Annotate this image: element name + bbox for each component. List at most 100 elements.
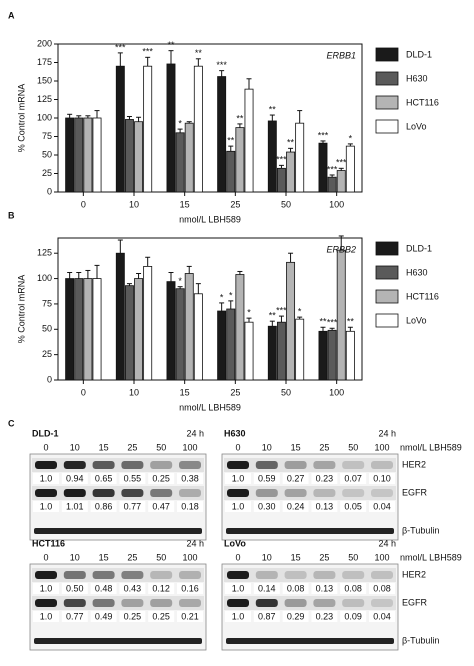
- band-value: 0.87: [258, 611, 276, 621]
- dose: 50: [348, 552, 358, 562]
- bar: [166, 63, 176, 193]
- legend-label: H630: [406, 267, 428, 277]
- band-value: 0.21: [181, 611, 199, 621]
- error-bar: [347, 326, 353, 332]
- y-tick-label: 75: [42, 131, 52, 141]
- band-value: 0.05: [344, 501, 362, 511]
- blot-band: [121, 461, 144, 469]
- blot-band: [179, 489, 201, 497]
- error-bar: [269, 320, 275, 327]
- significance: **: [347, 317, 355, 327]
- bar: [193, 65, 203, 193]
- blot-band: [63, 461, 86, 469]
- error-bar: [237, 123, 243, 128]
- significance: **: [195, 48, 203, 58]
- blot-band: [150, 599, 173, 607]
- blot-band: [313, 489, 336, 497]
- loading-label: β-Tubulin: [402, 525, 439, 535]
- legend-label: H630: [406, 73, 428, 83]
- bar: [295, 318, 305, 381]
- x-tick-label: 10: [129, 199, 139, 209]
- band-value: 0.08: [344, 583, 362, 593]
- legend-label: LoVo: [406, 315, 427, 325]
- bar: [175, 288, 185, 381]
- error-bar: [338, 167, 344, 171]
- bar: [235, 127, 245, 193]
- time-point: 24 h: [186, 538, 204, 548]
- dose: 0: [43, 442, 48, 452]
- significance: ***: [276, 305, 287, 315]
- band-value: 0.16: [181, 583, 199, 593]
- time-point: 24 h: [378, 538, 396, 548]
- significance: ***: [276, 155, 287, 165]
- dose-label: nmol/L LBH589: [400, 552, 462, 562]
- error-bar: [219, 70, 225, 77]
- legend-label: DLD-1: [406, 243, 432, 253]
- band-value: 1.0: [232, 611, 245, 621]
- error-bar: [278, 164, 284, 169]
- bar: [226, 308, 236, 381]
- x-tick-label: 50: [281, 199, 291, 209]
- error-bar: [338, 235, 344, 251]
- dose: 10: [70, 552, 80, 562]
- significance: *: [178, 276, 182, 286]
- loading-label: β-Tubulin: [402, 635, 439, 645]
- bar: [184, 122, 194, 193]
- band-value: 0.49: [95, 611, 113, 621]
- band-value: 0.47: [152, 501, 170, 511]
- error-bar: [117, 239, 123, 254]
- legend-swatch: [375, 313, 399, 328]
- blot-band: [371, 599, 393, 607]
- blot-band: [179, 461, 201, 469]
- value-cell: [33, 611, 59, 622]
- y-tick-label: 125: [37, 248, 52, 258]
- blot-band: [227, 571, 249, 579]
- x-tick-label: 25: [230, 199, 240, 209]
- legend-swatch: [375, 119, 399, 134]
- bar: [345, 145, 355, 193]
- dose: 15: [99, 552, 109, 562]
- bar: [276, 321, 286, 381]
- loading-band: [34, 528, 202, 534]
- blot-background: [32, 596, 204, 610]
- dose: 100: [182, 442, 197, 452]
- band-value: 1.0: [232, 473, 245, 483]
- value-cell: [225, 501, 251, 512]
- error-bar: [85, 269, 91, 279]
- band-value: 0.48: [95, 583, 113, 593]
- blot-band: [284, 461, 307, 469]
- error-bar: [347, 143, 353, 147]
- protein-label: EGFR: [402, 597, 428, 607]
- blot-band: [371, 489, 393, 497]
- error-bar: [329, 327, 335, 331]
- blot-band: [255, 571, 278, 579]
- band-value: 0.25: [124, 611, 142, 621]
- value-cell: [90, 473, 117, 484]
- significance: ***: [327, 164, 338, 174]
- error-bar: [195, 283, 201, 294]
- band-value: 0.12: [152, 583, 170, 593]
- band-value: 1.0: [232, 501, 245, 511]
- blot-background: [224, 568, 396, 582]
- value-cell: [33, 583, 59, 594]
- blot-background: [224, 486, 396, 500]
- bar: [217, 310, 227, 381]
- value-cell: [282, 501, 309, 512]
- band-value: 0.13: [316, 583, 334, 593]
- significance: *: [229, 290, 233, 300]
- band-value: 0.08: [287, 583, 305, 593]
- value-cell: [119, 501, 146, 512]
- bar: [318, 142, 328, 193]
- plot-frame: [57, 43, 363, 193]
- error-bar: [117, 52, 123, 67]
- dose: 10: [262, 552, 272, 562]
- blot-band: [284, 599, 307, 607]
- value-cell: [33, 501, 59, 512]
- blot-band: [342, 571, 365, 579]
- dose-label: nmol/L LBH589: [400, 442, 462, 452]
- significance: *: [247, 308, 251, 318]
- plot-frame: [57, 237, 363, 381]
- value-cell: [282, 611, 309, 622]
- value-cell: [119, 583, 146, 594]
- bar: [83, 117, 93, 193]
